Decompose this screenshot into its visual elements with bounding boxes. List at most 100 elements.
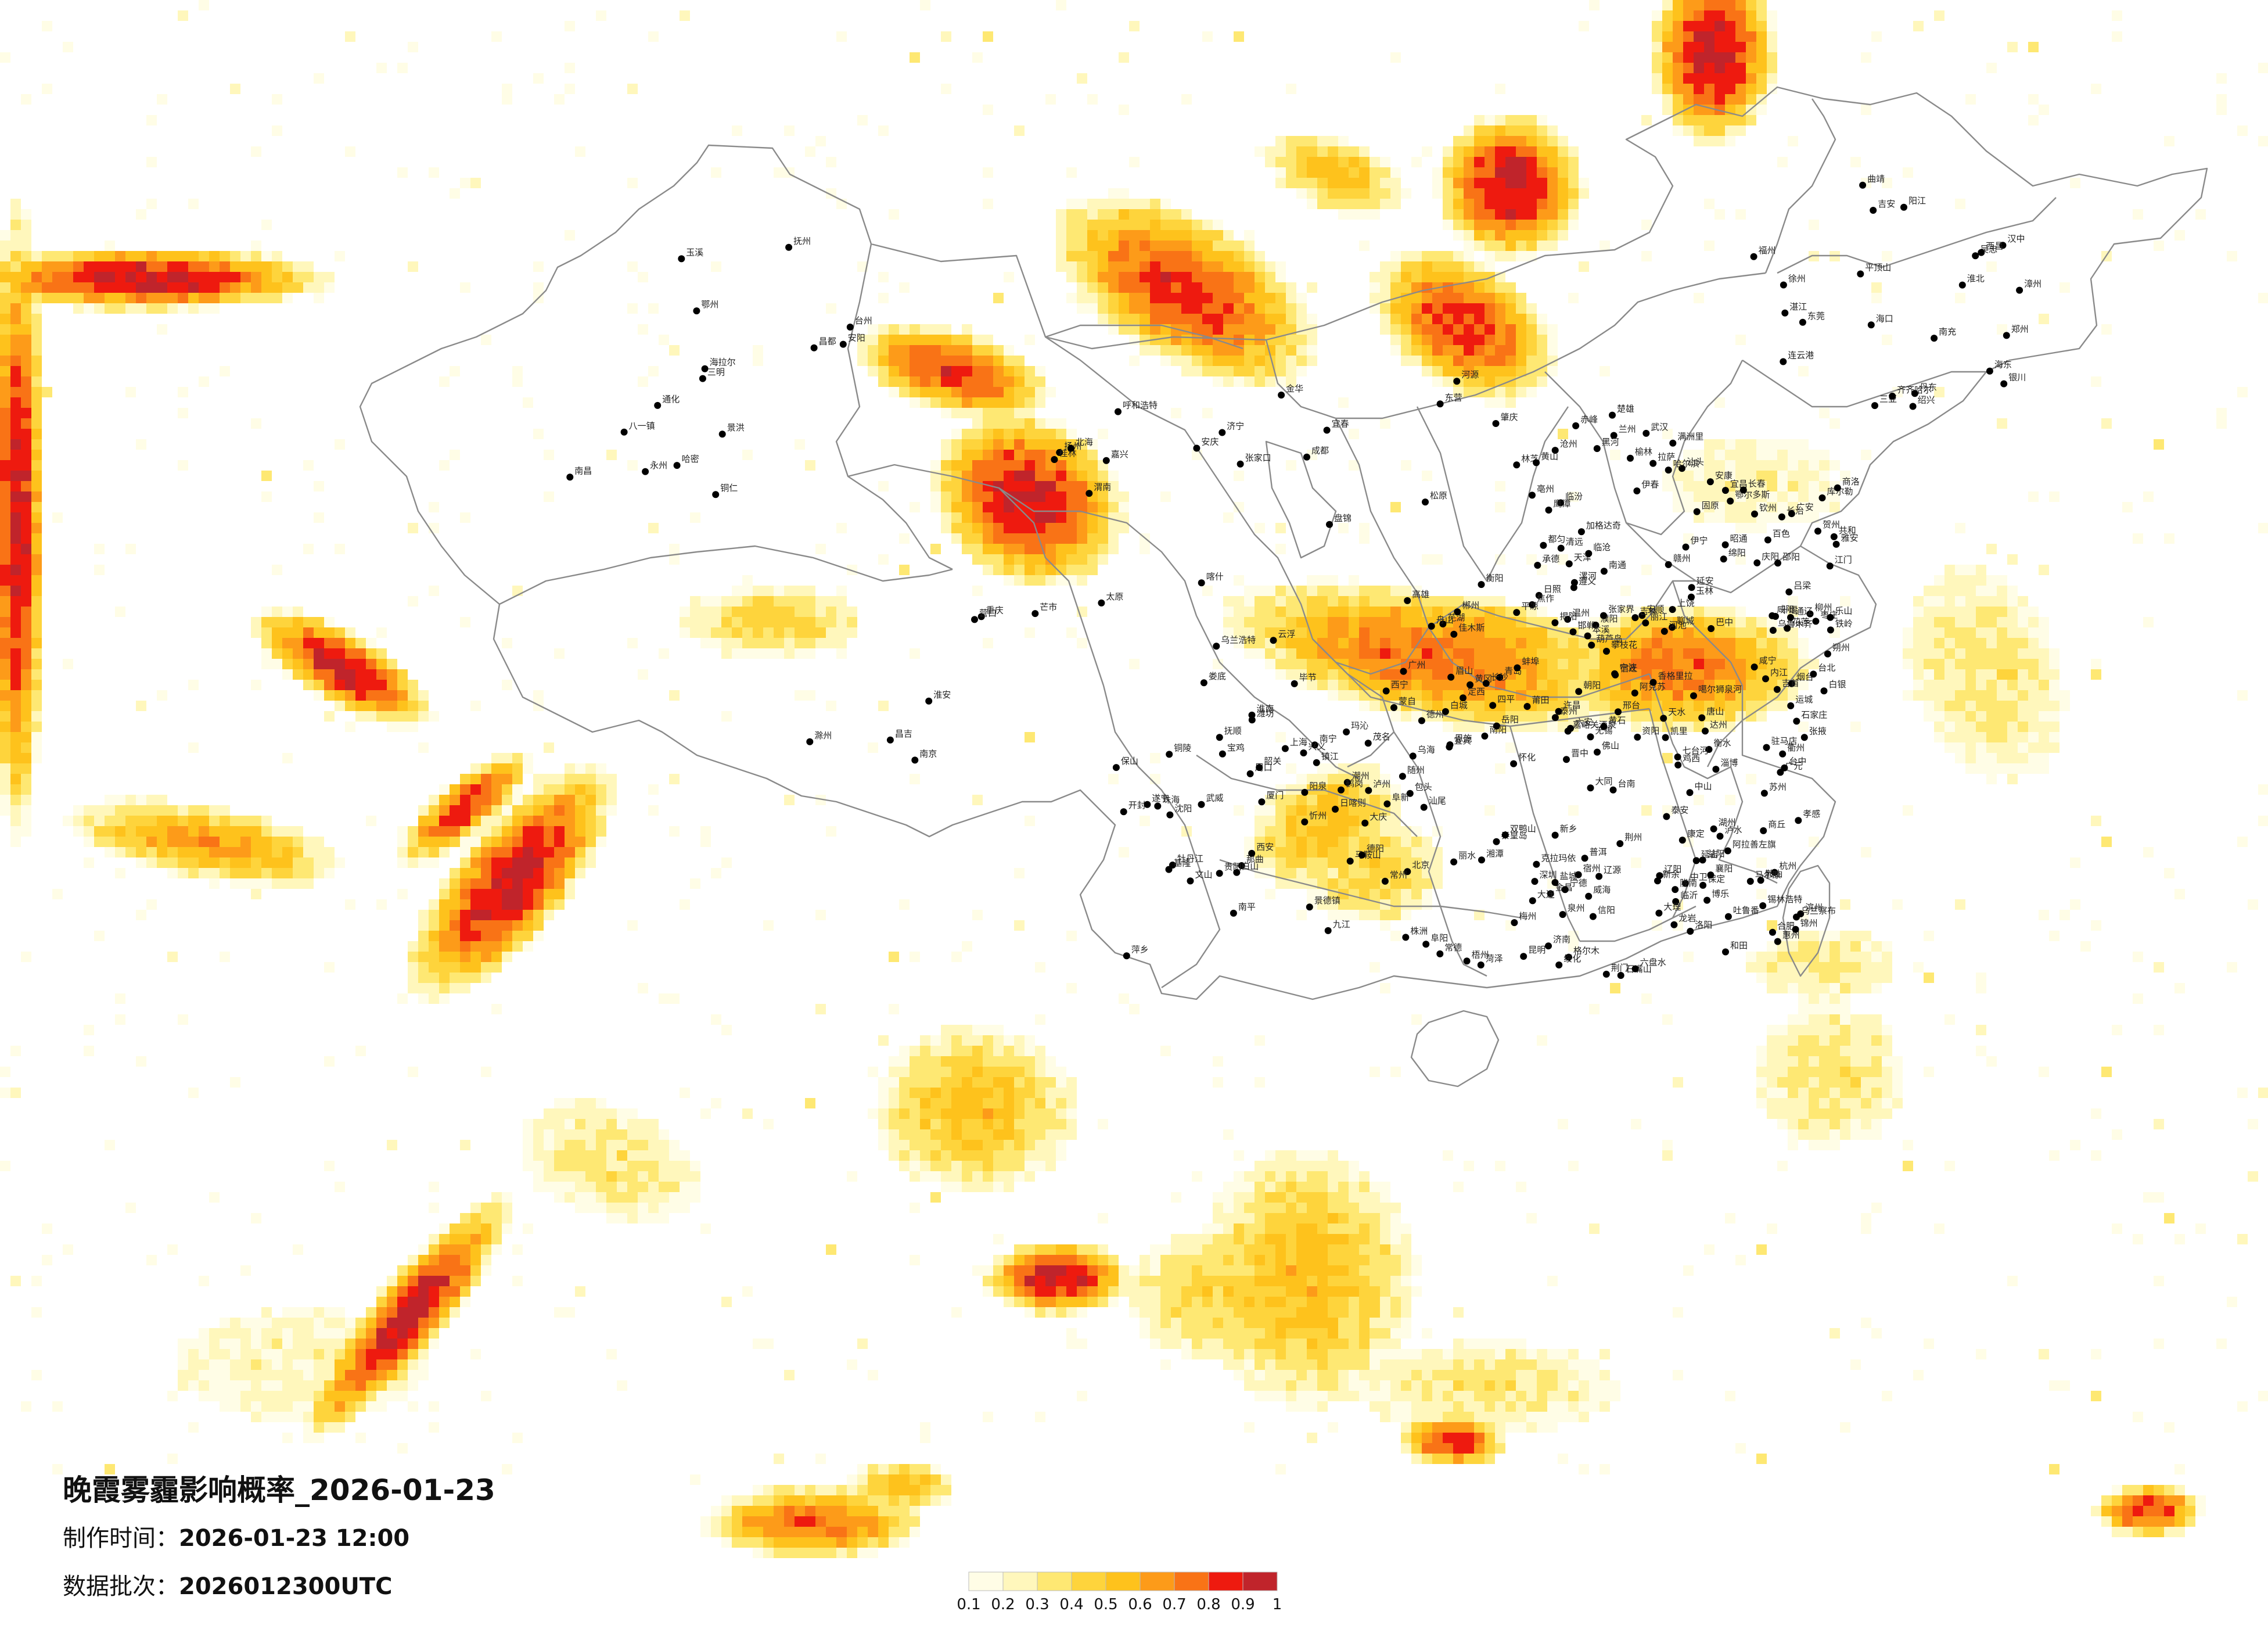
probability-cell [1652, 659, 1662, 669]
probability-cell [1108, 502, 1119, 512]
probability-cell [1924, 711, 1934, 722]
probability-cell [418, 941, 429, 952]
probability-cell [1328, 1182, 1338, 1192]
probability-cell [491, 784, 502, 795]
probability-cell [1809, 941, 1819, 952]
probability-cell [491, 962, 502, 973]
probability-cell [188, 261, 199, 272]
probability-cell [1066, 512, 1077, 523]
probability-cell [10, 554, 21, 565]
probability-cell [1213, 1318, 1223, 1328]
probability-cell [1296, 136, 1307, 146]
probability-cell [1495, 690, 1505, 701]
probability-cell [2007, 774, 2018, 784]
probability-cell [1066, 1244, 1077, 1255]
probability-cell [1380, 1192, 1390, 1203]
probability-cell [1275, 847, 1286, 857]
probability-cell [1129, 1297, 1140, 1307]
probability-cell [1317, 1234, 1328, 1244]
probability-cell [1464, 638, 1474, 648]
probability-cell [606, 1119, 617, 1129]
probability-cell [481, 899, 491, 910]
probability-cell [1735, 701, 1746, 711]
probability-cell [94, 293, 105, 303]
probability-cell [1673, 52, 1683, 63]
probability-cell [983, 544, 993, 554]
probability-cell [1077, 220, 1087, 230]
probability-cell [1129, 272, 1140, 282]
probability-cell [1234, 627, 1244, 638]
probability-cell [544, 1161, 554, 1171]
probability-cell [1255, 805, 1265, 816]
probability-cell [387, 1286, 397, 1297]
probability-cell [1464, 1422, 1474, 1433]
probability-cell [1349, 1203, 1359, 1213]
probability-cell [1275, 805, 1286, 816]
probability-cell [565, 1108, 575, 1119]
probability-cell [1725, 638, 1735, 648]
probability-cell [1547, 220, 1558, 230]
probability-cell [1035, 1307, 1045, 1318]
probability-cell [1955, 565, 1965, 575]
probability-cell [1234, 261, 1244, 272]
probability-cell [439, 795, 450, 805]
probability-cell [94, 251, 105, 261]
probability-cell [1004, 356, 1014, 366]
probability-cell [429, 910, 439, 920]
probability-cell [1140, 1286, 1150, 1297]
probability-cell [1997, 711, 2007, 722]
probability-cell [1140, 241, 1150, 251]
probability-cell [502, 1192, 512, 1203]
probability-cell [1077, 1255, 1087, 1265]
probability-cell [1673, 73, 1683, 84]
probability-cell [1485, 230, 1495, 241]
probability-cell [1725, 690, 1735, 701]
probability-cell [282, 878, 293, 889]
probability-cell [2028, 638, 2039, 648]
probability-cell [1746, 669, 1756, 680]
probability-cell [293, 627, 303, 638]
probability-cell [1798, 1035, 1809, 1046]
probability-cell [1255, 1192, 1265, 1203]
probability-cell [1098, 314, 1108, 324]
probability-cell [1944, 607, 1955, 617]
probability-cell [1924, 638, 1934, 648]
probability-cell [1286, 293, 1296, 303]
probability-cell [1077, 502, 1087, 512]
probability-cell [261, 878, 272, 889]
probability-cell [1380, 1286, 1390, 1297]
probability-cell [1181, 1265, 1192, 1276]
probability-cell [1160, 1286, 1171, 1297]
probability-cell [1390, 188, 1401, 199]
probability-cell [178, 261, 188, 272]
probability-cell [1286, 1370, 1296, 1380]
probability-cell [1265, 335, 1275, 345]
probability-cell [993, 1182, 1004, 1192]
probability-cell [1652, 638, 1662, 648]
probability-cell [1715, 115, 1725, 125]
probability-cell [993, 397, 1004, 408]
probability-cell [178, 251, 188, 261]
probability-cell [1505, 659, 1516, 669]
probability-cell [481, 1223, 491, 1234]
probability-cell [899, 1161, 910, 1171]
probability-cell [31, 554, 42, 565]
probability-cell [1976, 763, 1986, 774]
probability-cell [1474, 188, 1485, 199]
probability-cell [1077, 512, 1087, 523]
probability-cell [784, 586, 795, 596]
probability-cell [1485, 1380, 1495, 1391]
probability-cell [930, 491, 941, 502]
probability-cell [1422, 1412, 1432, 1422]
probability-cell [805, 1485, 815, 1495]
probability-cell [1349, 1182, 1359, 1192]
probability-cell [1809, 1088, 1819, 1098]
probability-cell [1547, 146, 1558, 157]
probability-cell [345, 1412, 355, 1422]
probability-cell [1056, 1140, 1066, 1150]
probability-cell [1976, 659, 1986, 669]
probability-cell [1485, 324, 1495, 335]
probability-cell [1098, 491, 1108, 502]
probability-cell [1380, 1234, 1390, 1244]
probability-cell [1505, 1412, 1516, 1422]
